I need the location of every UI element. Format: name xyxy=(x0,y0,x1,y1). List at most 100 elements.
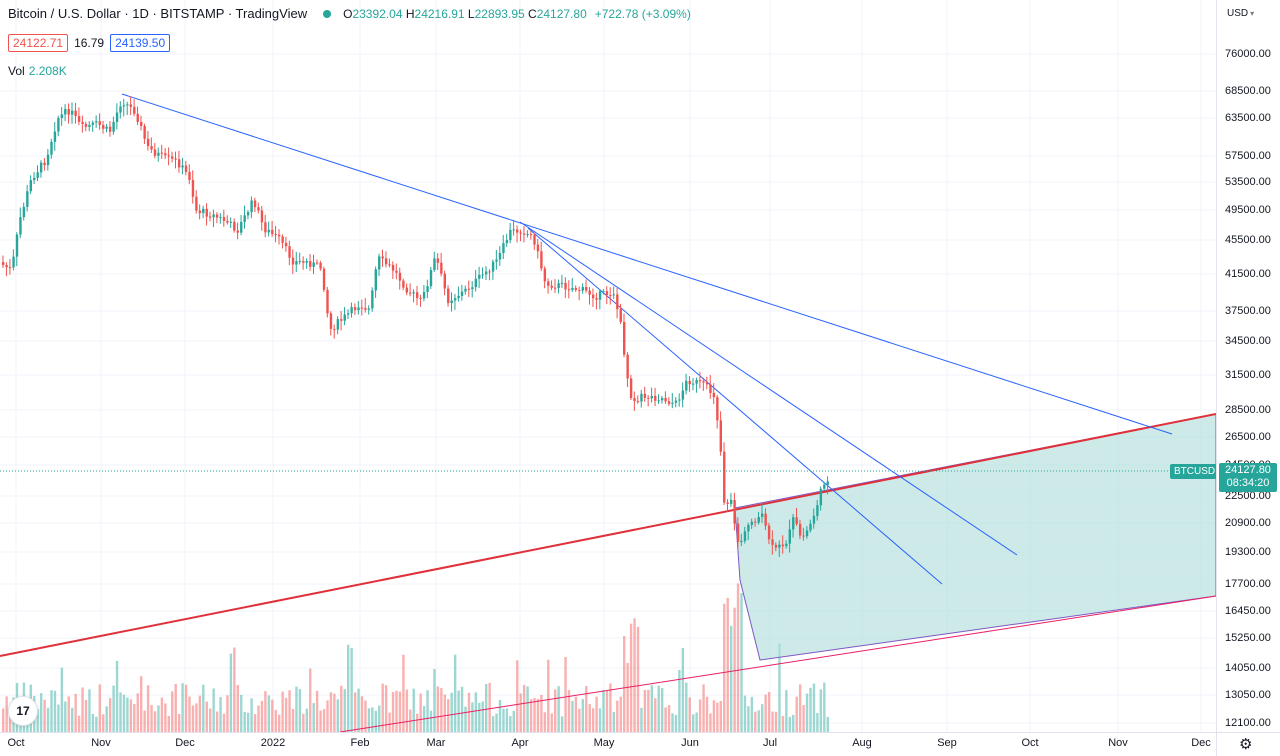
volume-bar xyxy=(719,701,722,732)
volume-bar xyxy=(395,690,398,732)
volume-bar xyxy=(640,707,643,732)
time-tick: Aug xyxy=(852,737,872,749)
bid-button[interactable]: 24122.71 xyxy=(8,34,69,52)
candle-body xyxy=(557,283,560,289)
volume-bar xyxy=(667,705,671,732)
candle-body xyxy=(205,208,208,217)
volume-bar xyxy=(295,686,298,732)
candle-body xyxy=(440,262,443,274)
candle-body xyxy=(326,289,329,314)
candle-body xyxy=(764,513,767,526)
volume-legend[interactable]: Vol 2.208K xyxy=(8,64,67,78)
candle-body xyxy=(716,397,719,421)
ask-button[interactable]: 24139.50 xyxy=(110,34,171,52)
candle-body xyxy=(15,234,19,257)
currency-selector[interactable]: USD xyxy=(1227,8,1254,19)
volume-bar xyxy=(5,696,8,732)
candle-body xyxy=(46,154,50,166)
volume-bar xyxy=(740,593,743,732)
volume-bar xyxy=(84,699,88,732)
volume-bar xyxy=(347,644,350,732)
volume-bar xyxy=(512,710,515,732)
volume-bar xyxy=(571,700,574,732)
volume-bar xyxy=(71,707,74,732)
candle-body xyxy=(157,152,160,156)
candle-body xyxy=(712,392,716,398)
volume-bar xyxy=(350,647,353,732)
tradingview-logo-icon[interactable]: 17 xyxy=(8,696,38,726)
chart-title[interactable]: Bitcoin / U.S. Dollar · 1D · BITSTAMP · … xyxy=(8,6,308,21)
candle-body xyxy=(167,155,170,157)
price-tick: 28500.00 xyxy=(1225,404,1271,416)
candle-body xyxy=(195,196,198,211)
candle-body xyxy=(529,234,533,236)
gear-icon[interactable]: ⚙ xyxy=(1239,736,1253,753)
settings-corner[interactable]: ⚙ xyxy=(1216,732,1280,756)
time-tick: Nov xyxy=(1108,737,1128,749)
candle-body xyxy=(136,113,139,122)
volume-bar xyxy=(771,711,774,732)
volume-bar xyxy=(2,708,5,732)
candle-body xyxy=(12,256,15,268)
candle-body xyxy=(22,206,26,218)
candle-body xyxy=(412,292,415,294)
price-tick: 20900.00 xyxy=(1225,517,1271,529)
volume-bar xyxy=(805,693,809,732)
candle-body xyxy=(781,544,785,547)
volume-bar xyxy=(781,716,785,732)
candle-body xyxy=(650,395,653,399)
candlesticks xyxy=(2,96,829,558)
candle-body xyxy=(240,221,243,233)
chart-canvas[interactable] xyxy=(0,0,1216,732)
candle-body xyxy=(122,105,126,107)
chart-pane[interactable]: Bitcoin / U.S. Dollar · 1D · BITSTAMP · … xyxy=(0,0,1216,732)
candle-body xyxy=(709,384,712,393)
volume-bar xyxy=(160,697,164,732)
volume-bar xyxy=(695,712,698,732)
time-tick: Mar xyxy=(426,737,446,749)
candle-body xyxy=(643,393,647,398)
candle-body xyxy=(433,258,436,270)
candle-body xyxy=(605,291,609,296)
candle-body xyxy=(526,234,529,236)
volume-bar xyxy=(171,691,174,732)
candle-body xyxy=(67,109,70,115)
time-scale[interactable]: Oct Nov Dec 2022 Feb Mar Apr May Jun Jul Aug Sep Oct… xyxy=(0,732,1216,756)
price-tick: 68500.00 xyxy=(1225,85,1271,97)
price-tick: 26500.00 xyxy=(1225,431,1271,443)
volume-bar xyxy=(509,716,512,732)
candle-body xyxy=(378,256,381,270)
volume-bar xyxy=(657,685,660,732)
volume-bar xyxy=(798,684,802,732)
candle-body xyxy=(733,499,736,524)
price-tick: 15250.00 xyxy=(1225,632,1271,644)
candle-body xyxy=(798,523,802,536)
candle-body xyxy=(502,243,505,254)
price-tick: 76000.00 xyxy=(1225,48,1271,60)
candle-body xyxy=(229,221,233,223)
volume-bar xyxy=(692,714,695,732)
candle-body xyxy=(243,215,246,222)
candle-body xyxy=(288,246,291,258)
volume-bar xyxy=(177,713,181,732)
volume-bar xyxy=(474,692,478,732)
volume-bar xyxy=(343,689,346,732)
volume-bar xyxy=(8,714,12,732)
volume-bar xyxy=(381,683,384,732)
candle-body xyxy=(685,380,688,391)
candle-body xyxy=(19,217,22,235)
volume-bar xyxy=(616,700,619,732)
candle-body xyxy=(391,264,395,271)
volume-bar xyxy=(319,710,322,732)
candle-body xyxy=(785,543,788,547)
volume-bar xyxy=(112,685,115,732)
candle-body xyxy=(340,319,343,321)
volume-bar xyxy=(554,689,557,732)
volume-bar xyxy=(257,705,260,732)
candle-body xyxy=(488,271,491,273)
volume-bar xyxy=(761,704,764,732)
volume-bar xyxy=(540,695,543,732)
price-scale[interactable]: USD 76000.00 68500.00 63500.00 57500.00 5350… xyxy=(1216,0,1280,732)
volume-bar xyxy=(133,704,136,732)
candle-body xyxy=(188,171,191,180)
